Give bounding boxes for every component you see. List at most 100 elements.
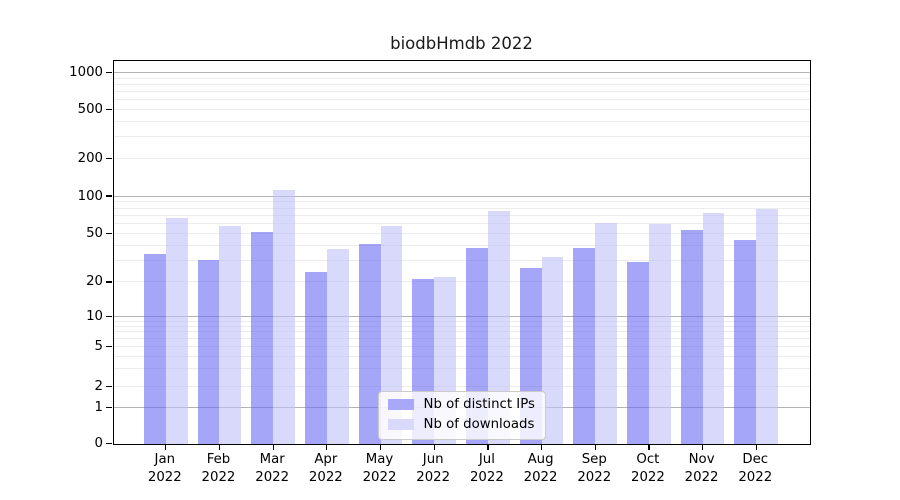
legend-item-downloads: Nb of downloads bbox=[387, 416, 535, 433]
x-tick-label: Jun 2022 bbox=[416, 452, 451, 485]
gridline bbox=[113, 355, 810, 357]
gridline bbox=[113, 91, 810, 93]
bar-distinct-ips bbox=[305, 272, 327, 444]
x-tick-mark bbox=[218, 445, 221, 450]
x-tick-label: May 2022 bbox=[362, 452, 397, 485]
gridline bbox=[113, 259, 810, 261]
x-tick-label: Feb 2022 bbox=[201, 452, 236, 485]
y-tick-label: 200 bbox=[77, 151, 103, 167]
bar-distinct-ips bbox=[627, 262, 649, 444]
gridline bbox=[113, 195, 810, 197]
y-tick-label: 1000 bbox=[69, 65, 103, 81]
gridline bbox=[113, 214, 810, 216]
y-tick-label: 10 bbox=[86, 309, 103, 325]
gridline bbox=[113, 325, 810, 327]
bar-distinct-ips bbox=[251, 232, 274, 444]
bar-downloads bbox=[219, 226, 242, 444]
x-tick-mark bbox=[594, 445, 596, 450]
x-tick-label: Nov 2022 bbox=[684, 452, 719, 485]
x-tick-mark bbox=[272, 445, 274, 450]
y-tick-label: 5 bbox=[94, 338, 103, 354]
legend-swatch-distinct-ips-icon bbox=[387, 398, 414, 411]
x-tick-label: Jul 2022 bbox=[469, 452, 504, 485]
y-tick-label: 20 bbox=[86, 274, 103, 290]
y-tick-mark bbox=[105, 406, 112, 409]
bar-downloads bbox=[541, 256, 564, 444]
bar-distinct-ips bbox=[680, 230, 703, 444]
legend-swatch-downloads-icon bbox=[387, 418, 414, 431]
x-tick-label: Dec 2022 bbox=[738, 452, 773, 485]
gridline bbox=[113, 84, 810, 86]
y-tick-mark bbox=[105, 345, 112, 347]
y-tick-label: 1 bbox=[94, 399, 103, 415]
x-tick-label: Jan 2022 bbox=[147, 452, 182, 485]
gridline bbox=[113, 207, 810, 209]
x-tick-label: Sep 2022 bbox=[577, 452, 612, 485]
gridline bbox=[113, 345, 810, 347]
gridline bbox=[113, 120, 810, 122]
y-tick-label: 100 bbox=[77, 188, 103, 204]
gridline bbox=[113, 99, 810, 101]
y-tick-mark bbox=[105, 385, 112, 388]
bar-downloads bbox=[702, 212, 725, 444]
gridline bbox=[113, 368, 810, 370]
gridline bbox=[113, 316, 810, 318]
gridline bbox=[113, 158, 810, 160]
x-tick-mark bbox=[326, 445, 328, 450]
gridline bbox=[113, 244, 810, 246]
y-tick-mark bbox=[105, 108, 112, 111]
legend: Nb of distinct IPs Nb of downloads bbox=[377, 390, 546, 440]
gridline bbox=[113, 320, 810, 322]
x-tick-label: Aug 2022 bbox=[523, 452, 558, 485]
chart-title: biodbHmdb 2022 bbox=[390, 34, 533, 53]
y-tick-label: 0 bbox=[94, 436, 103, 451]
y-tick-mark bbox=[105, 195, 112, 197]
x-tick-label: Mar 2022 bbox=[255, 452, 290, 485]
x-tick-mark bbox=[165, 445, 167, 450]
x-axis-labels: Jan 2022 Feb 2022 Mar 2022 Apr 2022 May 2022… bbox=[113, 451, 809, 491]
bar-downloads bbox=[165, 217, 188, 444]
bar-downloads bbox=[595, 223, 618, 444]
x-tick-label: Apr 2022 bbox=[308, 452, 343, 485]
gridline bbox=[113, 136, 810, 138]
y-tick-label: 2 bbox=[94, 378, 103, 394]
y-tick-label: 50 bbox=[86, 225, 103, 241]
y-tick-mark bbox=[105, 281, 112, 283]
bar-distinct-ips bbox=[573, 247, 596, 444]
bar-downloads bbox=[326, 249, 349, 444]
x-tick-mark bbox=[379, 445, 382, 450]
x-tick-mark bbox=[701, 445, 704, 450]
gridline bbox=[113, 77, 810, 79]
gridline bbox=[113, 201, 810, 203]
x-tick-mark bbox=[540, 445, 543, 450]
bar-distinct-ips bbox=[734, 240, 757, 444]
gridline bbox=[113, 331, 810, 333]
gridline bbox=[113, 109, 810, 111]
x-tick-mark bbox=[755, 445, 757, 450]
y-tick-label: 500 bbox=[77, 102, 103, 118]
bar-downloads bbox=[487, 210, 510, 444]
bar-distinct-ips bbox=[197, 260, 220, 444]
x-tick-mark bbox=[648, 445, 650, 450]
y-tick-mark bbox=[105, 442, 112, 445]
plot-area: Nb of distinct IPs Nb of downloads bbox=[105, 59, 811, 450]
gridline bbox=[113, 281, 810, 283]
bar-distinct-ips bbox=[144, 253, 166, 444]
y-tick-mark bbox=[105, 72, 112, 74]
gridline bbox=[113, 232, 810, 234]
x-tick-mark bbox=[433, 445, 435, 450]
x-tick-label: Oct 2022 bbox=[630, 452, 665, 485]
y-axis-labels: 1000 500 200 100 50 20 10 5 2 1 0 bbox=[0, 0, 103, 500]
bar-downloads bbox=[273, 189, 295, 444]
x-tick-mark bbox=[487, 445, 489, 450]
legend-item-distinct-ips: Nb of distinct IPs bbox=[387, 397, 535, 413]
y-tick-mark bbox=[105, 157, 112, 160]
bar-downloads bbox=[756, 208, 779, 444]
gridline bbox=[113, 222, 810, 224]
legend-label-downloads: Nb of downloads bbox=[423, 416, 535, 432]
bar-downloads bbox=[648, 224, 671, 444]
bar-downloads bbox=[380, 226, 403, 444]
y-tick-mark bbox=[105, 316, 112, 318]
bar-distinct-ips bbox=[358, 243, 381, 444]
